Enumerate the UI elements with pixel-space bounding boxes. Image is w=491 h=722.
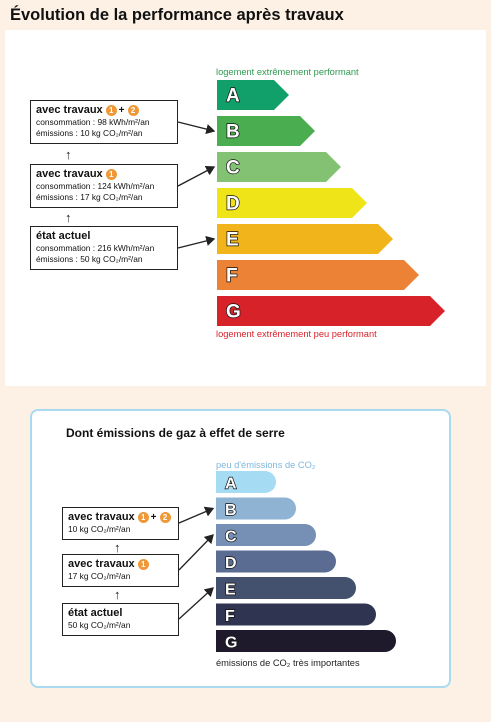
ghg-bar-g — [216, 630, 396, 652]
page-title: Évolution de la performance après travau… — [10, 6, 344, 24]
ghg-state-box-works-1-2: avec travaux 1 + 2 10 kg CO₂/m²/an — [62, 507, 179, 540]
ghg-bar-d — [216, 550, 336, 573]
energy-bar-g — [217, 296, 445, 326]
ghg-state-box-current: état actuel 50 kg CO₂/m²/an — [62, 603, 179, 636]
ghg-connector-2 — [178, 587, 214, 620]
energy-bar-letter-f: F — [226, 266, 238, 287]
step-badge-1-icon: 1 — [137, 559, 149, 570]
ghg-top-caption: peu d'émissions de CO₂ — [216, 460, 316, 470]
ghg-bar-f — [216, 603, 377, 626]
energy-bar-d — [217, 188, 367, 218]
energy-bar-b — [217, 116, 315, 146]
energy-bottom-caption: logement extrêmement peu performant — [216, 329, 377, 339]
ghg-emissions: 17 kg CO₂/m²/an — [68, 571, 131, 581]
ghg-emissions: 50 kg CO₂/m²/an — [68, 620, 131, 630]
energy-bar-letter-c: C — [226, 158, 240, 179]
ghg-connector-1 — [178, 534, 214, 571]
ghg-state-box-works-1: avec travaux 1 17 kg CO₂/m²/an — [62, 554, 179, 587]
energy-state-title: avec travaux 1 — [36, 168, 172, 181]
energy-consumption: consommation : 98 kWh/m²/an — [36, 117, 150, 127]
up-arrow-icon: ↑ — [65, 147, 72, 162]
energy-bar-f — [217, 260, 419, 290]
up-arrow-icon: ↑ — [114, 540, 121, 555]
ghg-bar-e — [216, 577, 356, 599]
energy-top-caption: logement extrêmement performant — [216, 67, 359, 77]
ghg-state-title: avec travaux 1 — [68, 558, 173, 571]
ghg-state-title-text: avec travaux — [68, 558, 135, 570]
energy-bar-letter-g: G — [226, 302, 241, 323]
energy-state-title: état actuel — [36, 230, 172, 243]
ghg-state-title-text: état actuel — [68, 607, 123, 619]
ghg-connector-0 — [178, 506, 215, 524]
ghg-bar-letter-d: D — [225, 555, 237, 572]
energy-bar-letter-b: B — [226, 122, 240, 143]
step-badge-2-icon: 2 — [127, 105, 139, 116]
ghg-bar-letter-b: B — [225, 502, 237, 519]
energy-consumption: consommation : 124 kWh/m²/an — [36, 181, 155, 191]
energy-emissions: émissions : 50 kg CO₂/m²/an — [36, 254, 143, 264]
ghg-bar-letter-f: F — [225, 608, 235, 625]
ghg-state-title: état actuel — [68, 607, 173, 620]
energy-bar-c — [217, 152, 341, 182]
energy-connector-0 — [177, 121, 216, 135]
ghg-bar-c — [216, 524, 316, 546]
energy-state-title: avec travaux 1 + 2 — [36, 104, 172, 117]
step-badge-1-icon: 1 — [105, 169, 117, 180]
ghg-bar-a — [216, 471, 276, 493]
energy-bar-e — [217, 224, 393, 254]
step-badge-1-icon: 1 — [105, 105, 117, 116]
energy-connector-1 — [177, 166, 216, 187]
ghg-state-title-text: avec travaux — [68, 511, 135, 523]
plus-sign: + — [118, 105, 125, 116]
up-arrow-icon: ↑ — [65, 210, 72, 225]
ghg-bar-letter-c: C — [225, 529, 237, 546]
energy-state-title-text: état actuel — [36, 230, 91, 242]
energy-emissions: émissions : 17 kg CO₂/m²/an — [36, 192, 143, 202]
energy-connector-2 — [177, 235, 216, 249]
energy-bar-letter-a: A — [226, 86, 240, 107]
energy-state-title-text: avec travaux — [36, 104, 103, 116]
ghg-title: Dont émissions de gaz à effet de serre — [66, 426, 285, 440]
plus-sign: + — [150, 512, 157, 523]
energy-consumption: consommation : 216 kWh/m²/an — [36, 243, 155, 253]
energy-state-box-works-1-2: avec travaux 1 + 2 consommation : 98 kWh… — [30, 100, 178, 144]
connectors — [177, 121, 216, 620]
step-badge-1-icon: 1 — [137, 512, 149, 523]
step-badge-2-icon: 2 — [159, 512, 171, 523]
energy-bar-letter-e: E — [226, 230, 239, 251]
up-arrow-icon: ↑ — [114, 587, 121, 602]
energy-emissions: émissions : 10 kg CO₂/m²/an — [36, 128, 143, 138]
ghg-emissions: 10 kg CO₂/m²/an — [68, 524, 131, 534]
ghg-state-title: avec travaux 1 + 2 — [68, 511, 173, 524]
ghg-bottom-caption: émissions de CO₂ très importantes — [216, 658, 360, 668]
ghg-bar-letter-a: A — [225, 476, 237, 493]
ghg-bar-letter-g: G — [225, 635, 237, 652]
energy-bar-letter-d: D — [226, 194, 240, 215]
energy-state-box-current: état actuel consommation : 216 kWh/m²/an… — [30, 226, 178, 270]
ghg-bar-b — [216, 497, 296, 520]
energy-bar-a — [217, 80, 289, 110]
energy-state-box-works-1: avec travaux 1 consommation : 124 kWh/m²… — [30, 164, 178, 208]
energy-state-title-text: avec travaux — [36, 168, 103, 180]
ghg-bar-letter-e: E — [225, 582, 236, 599]
